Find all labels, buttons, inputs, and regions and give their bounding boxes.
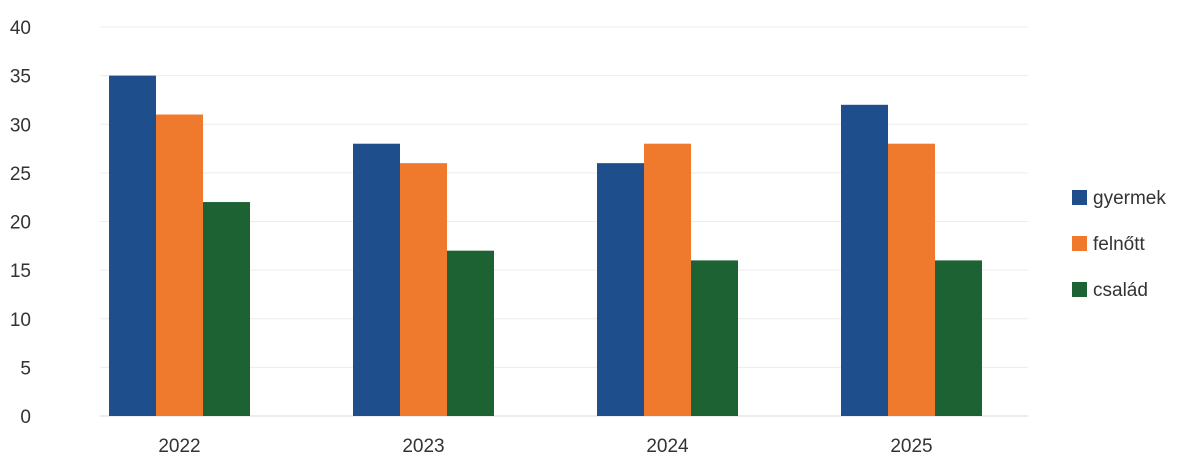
legend-swatch-család [1072,282,1087,297]
legend-swatch-felnőtt [1072,236,1087,251]
legend-label: felnőtt [1093,234,1145,255]
bar-2024-gyermek [597,163,644,416]
legend-swatch-gyermek [1072,190,1087,205]
x-tick-label: 2025 [890,436,932,456]
y-tick-label: 40 [10,18,31,39]
y-tick-label: 10 [10,310,31,331]
bar-2025-gyermek [841,104,888,417]
bar-2024-család [691,260,738,416]
y-tick-label: 30 [10,115,31,136]
legend-label: család [1093,280,1148,301]
bars [109,75,982,417]
y-axis: 0 5 10 15 20 25 30 35 40 [10,18,31,428]
gridlines [100,26,1028,417]
bar-2023-gyermek [353,143,400,416]
bar-2022-család [203,202,250,416]
bar-2025-felnőtt [888,143,935,416]
y-tick-label: 0 [20,407,31,428]
legend-label: gyermek [1093,188,1166,209]
x-axis: 2022 2023 2024 2025 [158,436,932,456]
bar-2023-család [447,250,494,416]
bar-2022-gyermek [109,75,156,416]
y-tick-label: 20 [10,213,31,234]
x-tick-label: 2023 [402,436,444,456]
y-tick-label: 15 [10,261,31,282]
bar-2022-felnőtt [156,114,203,417]
bar-2025-család [935,260,982,416]
x-tick-label: 2024 [646,436,689,456]
y-tick-label: 5 [20,358,31,379]
y-tick-label: 35 [10,67,31,88]
legend: gyermek felnőtt család [1072,188,1166,301]
bar-2023-felnőtt [400,163,447,416]
x-tick-label: 2022 [158,436,200,456]
bar-2024-felnőtt [644,143,691,416]
y-tick-label: 25 [10,164,31,185]
